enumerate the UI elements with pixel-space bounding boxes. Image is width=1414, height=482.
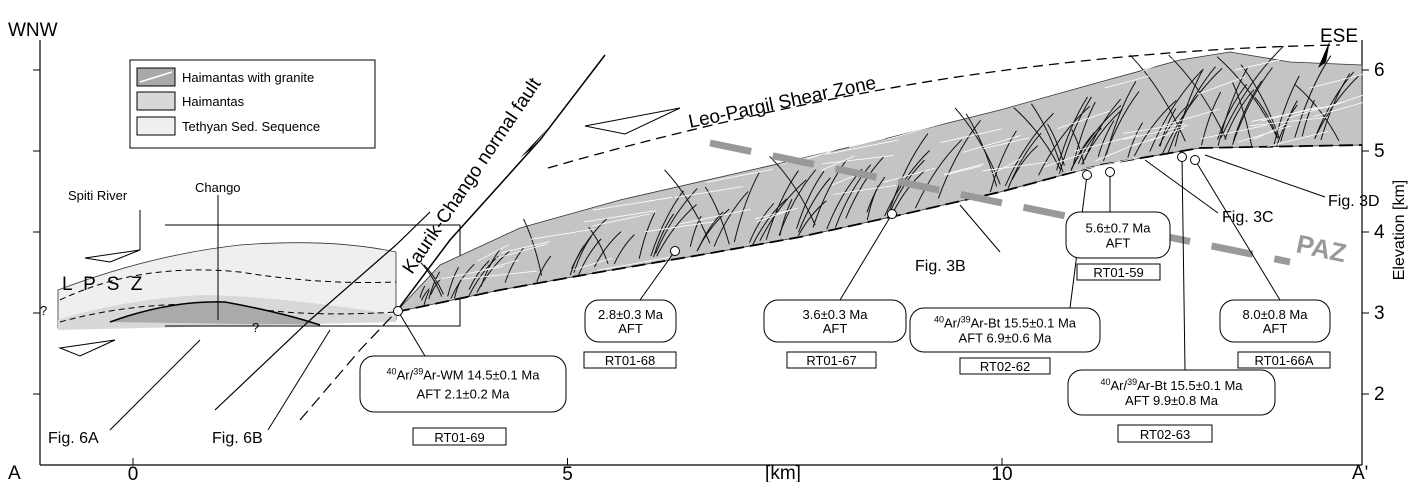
sample-point: [888, 210, 897, 219]
age-value: 8.0±0.8 Ma: [1243, 307, 1309, 322]
x-tick-label: 0: [128, 464, 139, 482]
legend-swatch: [137, 117, 175, 135]
y-axis-label: Elevation [km]: [1391, 180, 1408, 280]
sample-point: [1191, 156, 1200, 165]
age-text: 5.6±0.7 Ma: [1086, 220, 1152, 235]
age-value: AFT: [618, 321, 643, 336]
age-box: [360, 356, 566, 412]
sample-leader: [1195, 160, 1280, 300]
leader: [1145, 160, 1218, 213]
age-text: AFT 9.9±0.8 Ma: [1125, 393, 1219, 408]
shear-zone-label: Leo-Pargil Shear Zone: [687, 73, 878, 133]
age-value: Ar-Bt 15.5±0.1 Ma: [1137, 378, 1243, 393]
lpsz-label: L P S Z: [62, 274, 145, 295]
age-value: AFT 9.9±0.8 Ma: [1125, 393, 1219, 408]
element: Ar/: [397, 368, 414, 383]
sample-point: [394, 307, 403, 316]
age-text: AFT 2.1±0.2 Ma: [417, 386, 511, 401]
isotope: 39: [413, 367, 423, 377]
sample-leader: [840, 214, 892, 300]
sample-id: RT01-68: [605, 353, 655, 368]
leader: [268, 330, 330, 430]
river-label: Spiti River: [68, 188, 128, 203]
isotope: 40: [387, 367, 397, 377]
sample-leader: [398, 311, 425, 356]
y-tick-label: 3: [1374, 303, 1385, 324]
x-tick-label: 10: [991, 464, 1012, 482]
age-text: AFT: [1263, 321, 1288, 336]
age-text: 3.6±0.3 Ma: [803, 307, 869, 322]
page: { "header": {"left_direction": "WNW", "r…: [0, 0, 1414, 482]
sample-id: RT02-62: [980, 359, 1030, 374]
age-text: AFT: [618, 321, 643, 336]
y-tick-label: 2: [1374, 384, 1385, 405]
age-text: AFT: [823, 321, 848, 336]
question-mark: ?: [252, 320, 259, 335]
direction-label: WNW: [8, 20, 58, 41]
cross-section: Haimantas with granite Haimantas Tethyan…: [0, 0, 1414, 482]
age-text: 2.8±0.3 Ma: [598, 307, 664, 322]
fig-label: Fig. 3B: [915, 258, 966, 275]
age-value: Ar-WM 14.5±0.1 Ma: [423, 368, 540, 383]
fault-arrow: [520, 128, 548, 158]
isotope: 39: [1127, 377, 1137, 387]
age-value: 3.6±0.3 Ma: [803, 307, 869, 322]
sample-point: [1178, 153, 1187, 162]
y-tick-label: 4: [1374, 222, 1385, 243]
shear-arrow: [60, 340, 115, 356]
shear-arrow: [585, 108, 680, 134]
fig-label: Fig. 6B: [212, 430, 263, 447]
leader: [1205, 155, 1325, 197]
element: Ar/: [1110, 378, 1127, 393]
fig-label: Fig. 3D: [1328, 193, 1380, 210]
age-text: 40Ar/39Ar-Bt 15.5±0.1 Ma: [1100, 377, 1243, 393]
age-text: AFT 6.9±0.6 Ma: [959, 330, 1053, 345]
sample-id: RT01-67: [806, 353, 856, 368]
age-text: AFT: [1106, 236, 1131, 251]
age-value: AFT: [1106, 236, 1131, 251]
village-label: Chango: [195, 180, 241, 195]
age-text: 8.0±0.8 Ma: [1243, 307, 1309, 322]
isotope: 40: [934, 315, 944, 325]
isotope: 40: [1100, 377, 1110, 387]
sample-id: RT02-63: [1140, 427, 1190, 442]
age-value: 2.8±0.3 Ma: [598, 307, 664, 322]
age-value: Ar-Bt 15.5±0.1 Ma: [971, 316, 1077, 331]
legend-label: Haimantas with granite: [182, 70, 314, 85]
legend-label: Tethyan Sed. Sequence: [182, 119, 320, 134]
isotope: 39: [961, 315, 971, 325]
age-value: AFT 2.1±0.2 Ma: [417, 386, 511, 401]
direction-label: ESE: [1320, 26, 1358, 47]
section-end: A': [1352, 463, 1368, 482]
y-tick-label: 5: [1374, 141, 1385, 162]
age-text: 40Ar/39Ar-WM 14.5±0.1 Ma: [387, 367, 541, 383]
paz-label: PAZ: [1294, 229, 1349, 269]
legend-label: Haimantas: [182, 94, 245, 109]
leader: [960, 205, 1000, 252]
section-start: A: [8, 463, 21, 482]
question-mark: ?: [40, 303, 47, 318]
sample-id: RT01-66A: [1254, 353, 1313, 368]
age-value: AFT: [823, 321, 848, 336]
age-value: AFT 6.9±0.6 Ma: [959, 330, 1053, 345]
x-tick-label: 5: [562, 464, 573, 482]
age-text: 40Ar/39Ar-Bt 15.5±0.1 Ma: [934, 315, 1077, 331]
y-tick-label: 6: [1374, 60, 1385, 81]
sample-point: [671, 247, 680, 256]
age-value: 5.6±0.7 Ma: [1086, 220, 1152, 235]
sample-id: RT01-69: [434, 430, 484, 445]
sample-id: RT01-59: [1093, 265, 1143, 280]
element: Ar/: [944, 316, 961, 331]
sample-point: [1083, 171, 1092, 180]
x-axis-label: [km]: [765, 463, 801, 482]
legend-swatch: [137, 92, 175, 110]
leader: [110, 340, 200, 430]
age-value: AFT: [1263, 321, 1288, 336]
fig-label: Fig. 6A: [48, 430, 99, 447]
shear-arrow: [85, 250, 140, 262]
sample-point: [1106, 168, 1115, 177]
